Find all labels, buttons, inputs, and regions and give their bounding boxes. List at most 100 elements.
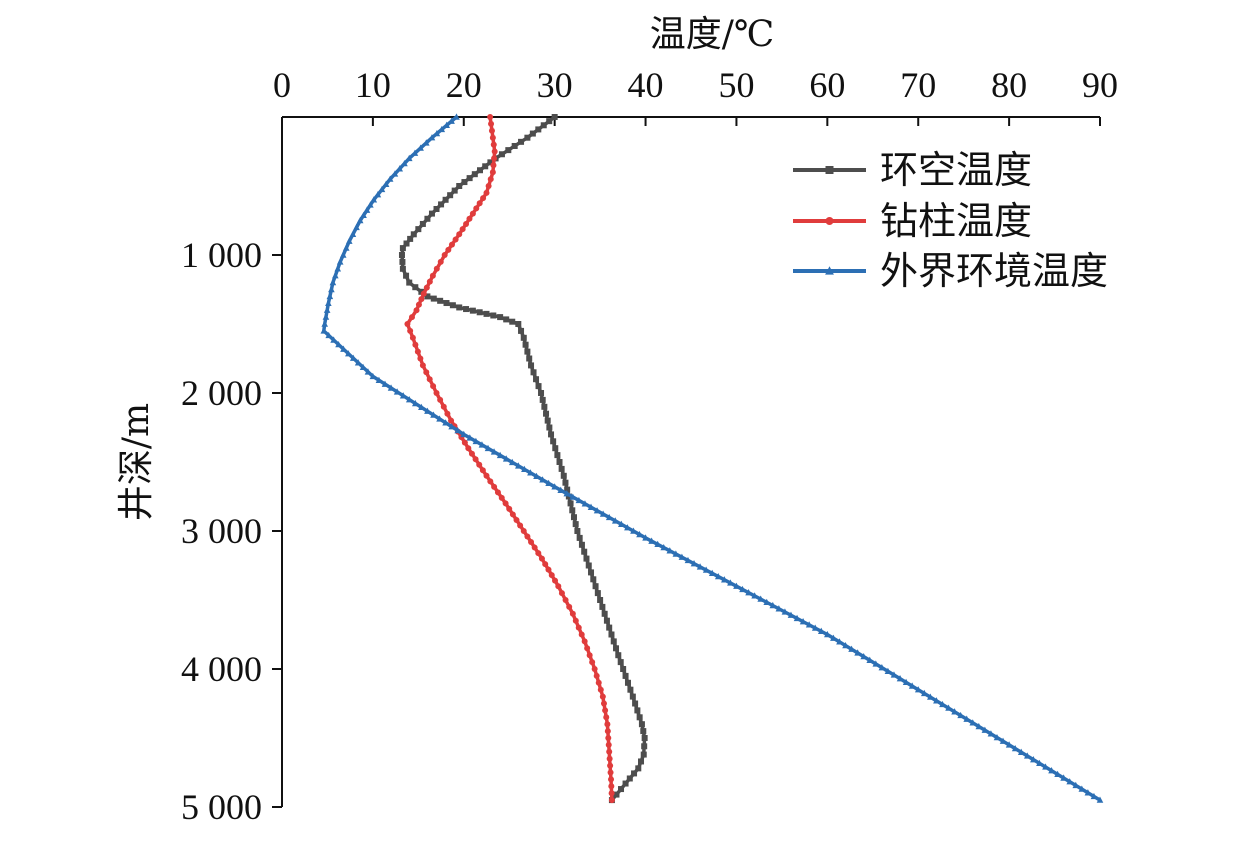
series-point — [603, 617, 610, 624]
series-point — [957, 711, 964, 719]
series-point — [345, 237, 353, 244]
series-point — [448, 241, 455, 248]
series-point — [1054, 770, 1061, 778]
series-point — [763, 598, 771, 605]
legend-label: 钻柱温度 — [880, 199, 1032, 243]
series-2 — [404, 114, 615, 804]
series-point — [540, 122, 547, 129]
series-point — [544, 417, 551, 424]
series-point — [526, 355, 533, 362]
series-point — [597, 686, 604, 693]
series-point — [555, 583, 562, 590]
series-point — [412, 284, 419, 291]
series-group — [320, 113, 1104, 804]
series-point — [969, 719, 977, 726]
series-point — [405, 154, 413, 162]
series-point — [538, 390, 545, 396]
series-point — [545, 566, 552, 573]
series-point — [456, 304, 463, 311]
series-point — [605, 513, 613, 521]
legend-label: 外界环境温度 — [880, 249, 1108, 293]
series-point — [733, 582, 740, 589]
series-point — [1036, 759, 1043, 766]
series-point — [345, 350, 352, 357]
y-tick-label: 1 000 — [181, 235, 262, 275]
series-point — [437, 396, 444, 403]
series-point — [412, 399, 419, 407]
series-point — [629, 693, 636, 700]
series-point — [622, 780, 629, 787]
series-point — [332, 272, 339, 279]
series-point — [511, 142, 518, 149]
series-point — [437, 258, 444, 265]
series-point — [472, 456, 479, 463]
series-point — [426, 278, 433, 285]
series-point — [393, 388, 401, 395]
series-point — [727, 579, 734, 586]
series-point — [471, 171, 478, 178]
series-point — [433, 390, 440, 396]
series-point — [411, 149, 419, 156]
series-point — [399, 258, 406, 265]
series-point — [1096, 796, 1104, 803]
series-point — [404, 321, 411, 327]
series-point — [442, 196, 449, 203]
series-point — [542, 561, 549, 568]
series-point — [535, 383, 542, 390]
series-point — [548, 572, 555, 579]
x-tick-label: 80 — [991, 65, 1027, 105]
series-1 — [398, 114, 648, 804]
series-point — [528, 362, 535, 369]
x-tick-label: 70 — [900, 65, 936, 105]
series-point — [399, 265, 406, 272]
series-point — [570, 514, 577, 521]
series-point — [627, 686, 634, 693]
x-tick-label: 10 — [355, 65, 391, 105]
series-point — [999, 737, 1007, 744]
series-3 — [320, 113, 1104, 803]
series-point — [339, 251, 347, 258]
series-point — [1005, 741, 1013, 748]
series-point — [433, 206, 440, 212]
x-tick-labels: 0 10 20 30 40 50 60 70 80 90 — [273, 65, 1118, 105]
series-point — [448, 423, 455, 430]
series-point — [601, 610, 608, 617]
series-point — [503, 316, 510, 323]
series-point — [476, 461, 483, 468]
series-point — [604, 721, 611, 728]
series-point — [370, 196, 378, 203]
series-point — [479, 467, 486, 474]
series-point — [590, 576, 597, 583]
series-point — [638, 758, 645, 765]
legend-marker — [825, 166, 834, 174]
series-point — [505, 147, 512, 154]
series-point — [552, 445, 559, 452]
series-point — [336, 258, 344, 265]
series-point — [597, 597, 604, 603]
series-point — [648, 537, 655, 544]
series-point — [403, 240, 410, 247]
series-point — [587, 503, 595, 510]
series-point — [626, 775, 633, 782]
series-point — [433, 129, 441, 137]
series-point — [424, 215, 431, 222]
series-point — [477, 167, 484, 174]
series-point — [775, 605, 783, 612]
series-point — [506, 505, 513, 512]
y-tick-labels: 1 000 2 000 3 000 4 000 5 000 — [181, 235, 262, 827]
series-point — [423, 369, 430, 376]
series-point — [488, 127, 495, 134]
series-point — [363, 206, 371, 213]
series-point — [463, 306, 470, 313]
series-point — [578, 631, 585, 638]
series-point — [527, 469, 534, 476]
series-point — [606, 748, 613, 755]
series-point — [569, 507, 576, 514]
series-point — [745, 589, 752, 596]
series-point — [320, 327, 328, 334]
series-point — [381, 380, 389, 387]
series-point — [606, 624, 613, 631]
series-point — [672, 550, 680, 557]
series-point — [610, 638, 617, 645]
